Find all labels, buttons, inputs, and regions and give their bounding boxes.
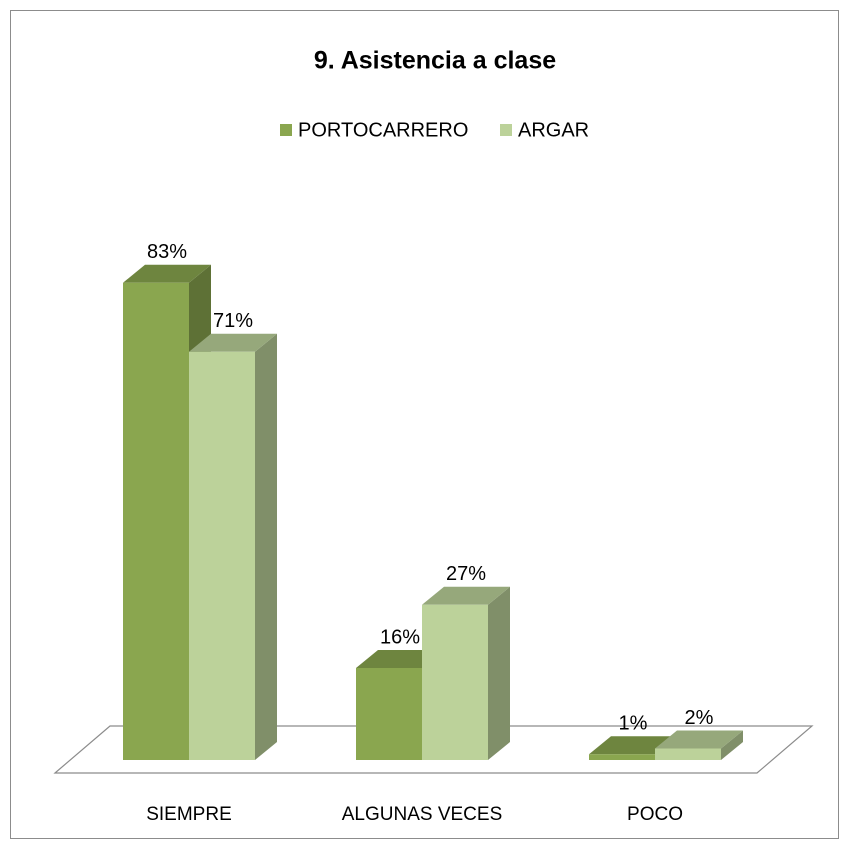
bar-top	[189, 333, 277, 352]
bar-top	[123, 264, 211, 283]
data-label: 27%	[446, 563, 486, 585]
legend-swatch	[280, 124, 292, 136]
bar-top	[655, 730, 743, 749]
bar-side	[488, 586, 510, 760]
chart-title: 9. Asistencia a clase	[314, 47, 556, 75]
legend-label: PORTOCARRERO	[298, 119, 468, 141]
legend-label: ARGAR	[518, 119, 589, 141]
data-label: 83%	[147, 241, 187, 263]
bar-side	[721, 730, 743, 760]
data-label: 1%	[619, 713, 648, 735]
bar-front	[655, 748, 721, 760]
bar	[655, 730, 743, 760]
x-tick-label: POCO	[627, 804, 683, 825]
bar-front	[123, 282, 189, 760]
bar-top	[422, 586, 510, 605]
legend-swatch	[500, 124, 512, 136]
data-label: 16%	[380, 626, 420, 648]
x-tick-label: ALGUNAS VECES	[342, 804, 503, 825]
bar	[422, 586, 510, 760]
bar-side	[255, 333, 277, 760]
x-tick-label: SIEMPRE	[146, 804, 232, 825]
bar-front	[589, 754, 655, 760]
data-label: 71%	[213, 310, 253, 332]
bar-front	[356, 668, 422, 760]
bar-front	[422, 604, 488, 760]
bar	[189, 333, 277, 760]
data-label: 2%	[685, 707, 714, 729]
bar-front	[189, 351, 255, 760]
